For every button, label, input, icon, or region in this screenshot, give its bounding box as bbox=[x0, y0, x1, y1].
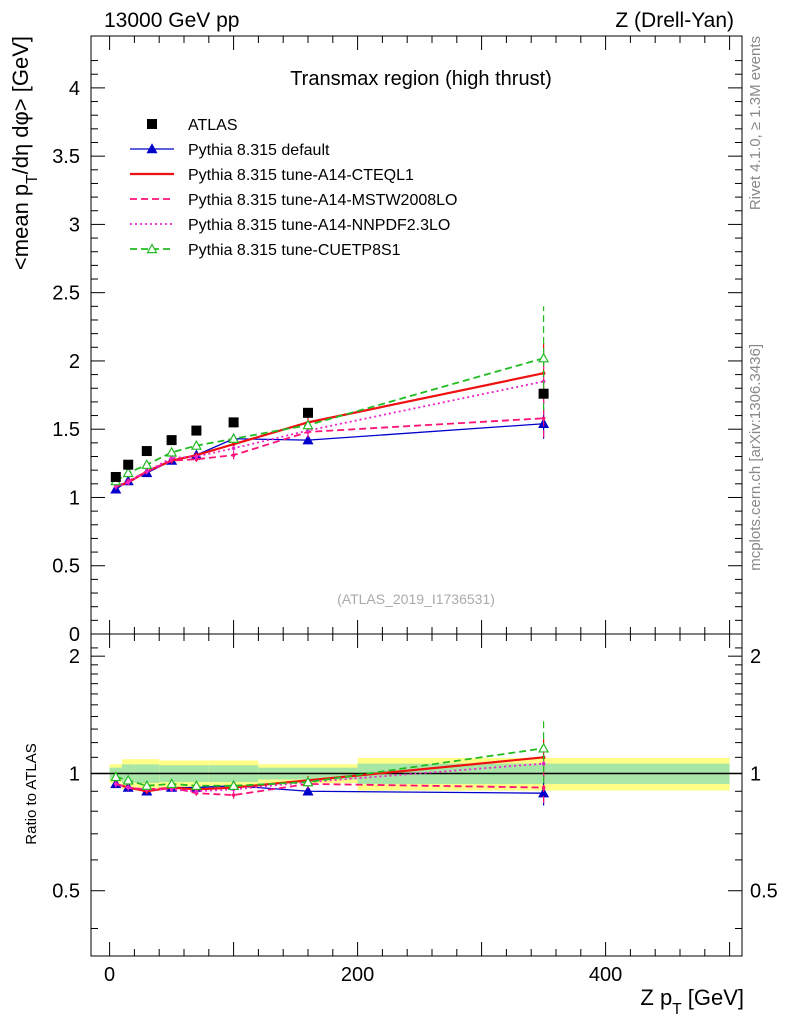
y-tick-label: 2.5 bbox=[52, 283, 80, 305]
ratio-point bbox=[541, 761, 546, 766]
process-label: Z (Drell-Yan) bbox=[615, 9, 734, 32]
legend-label: Pythia 8.315 default bbox=[188, 142, 330, 159]
y-tick-label: 1.5 bbox=[52, 419, 80, 441]
ratio-y-tick-label-left: 2 bbox=[69, 646, 80, 668]
series-marker bbox=[538, 742, 550, 753]
series-marker bbox=[302, 785, 314, 796]
series-line bbox=[115, 417, 544, 488]
y-tick-label: 0 bbox=[69, 624, 80, 646]
legend-label: Pythia 8.315 tune-A14-MSTW2008LO bbox=[188, 192, 457, 209]
series-line bbox=[115, 380, 544, 488]
atlas-data-point bbox=[191, 425, 202, 436]
series-point bbox=[145, 469, 149, 474]
ratio-point bbox=[231, 793, 236, 797]
atlas-data-point bbox=[123, 459, 134, 470]
ratio-point bbox=[114, 782, 118, 786]
atlas-data-point bbox=[166, 435, 177, 446]
y-tick-label: 2 bbox=[69, 351, 80, 373]
series-line bbox=[115, 357, 544, 482]
legend: ATLAS Pythia 8.315 default Pythia 8.315 tu… bbox=[130, 117, 457, 259]
atlas-data-point bbox=[303, 407, 313, 418]
ratio-y-tick-label-right: 2 bbox=[750, 646, 761, 668]
series-point bbox=[306, 428, 310, 433]
series-marker bbox=[190, 439, 202, 450]
series-point bbox=[231, 442, 236, 447]
ratio-y-tick-label-right: 0.5 bbox=[750, 881, 778, 903]
series-point bbox=[114, 484, 118, 489]
series-marker bbox=[122, 467, 134, 478]
series-marker bbox=[302, 434, 314, 445]
y-tick-label: 0.5 bbox=[52, 556, 80, 578]
ratio-y-tick-label-right: 1 bbox=[750, 763, 761, 785]
legend-label: ATLAS bbox=[188, 117, 238, 134]
series-marker bbox=[122, 774, 134, 785]
x-axis-title: Z pT [GeV] bbox=[640, 985, 744, 1018]
series-marker bbox=[302, 419, 314, 430]
rivet-label: Rivet 4.1.0, ≥ 1.3M events bbox=[747, 36, 764, 210]
ratio-y-tick-label-left: 0.5 bbox=[52, 881, 80, 903]
mcplots-label: mcplots.cern.ch [arXiv:1306.3436] bbox=[747, 344, 764, 571]
series-marker bbox=[141, 458, 153, 469]
ratio-point bbox=[169, 787, 174, 792]
x-tick-label: 0 bbox=[104, 964, 115, 986]
ratio-point bbox=[541, 785, 546, 790]
x-tick-label: 400 bbox=[589, 964, 622, 986]
ratio-point bbox=[126, 785, 130, 790]
series-marker bbox=[228, 433, 240, 443]
y-axis-title: <mean pT/dη dφ> [GeV] bbox=[8, 36, 41, 270]
energy-label: 13000 GeV pp bbox=[104, 9, 239, 32]
legend-label: Pythia 8.315 tune-A14-NNPDF2.3LO bbox=[188, 217, 450, 234]
legend-marker-atlas bbox=[147, 119, 157, 129]
series-marker bbox=[190, 780, 202, 790]
legend-label: Pythia 8.315 tune-A14-CTEQL1 bbox=[188, 167, 414, 184]
ratio-panel: 0 200 400 0.5 0.5 1 1 2 2 bbox=[52, 36, 778, 986]
y-tick-label: 1 bbox=[69, 487, 80, 509]
ratio-y-tick-label-left: 1 bbox=[69, 763, 80, 785]
series-point bbox=[169, 456, 174, 460]
series-point bbox=[231, 446, 236, 451]
series-point bbox=[541, 416, 546, 421]
plot-title: Transmax region (high thrust) bbox=[290, 68, 552, 90]
analysis-id: (ATLAS_2019_I1736531) bbox=[337, 591, 495, 607]
series-point bbox=[194, 454, 199, 459]
y-tick-label: 3.5 bbox=[52, 146, 80, 168]
atlas-data-point bbox=[538, 388, 549, 399]
legend-label: Pythia 8.315 tune-CUETP8S1 bbox=[188, 242, 401, 259]
series-marker bbox=[302, 776, 314, 787]
atlas-data-point bbox=[228, 417, 239, 428]
series-marker bbox=[141, 780, 153, 790]
ratio-point bbox=[194, 789, 199, 794]
series-point bbox=[126, 480, 130, 485]
series-point bbox=[231, 453, 236, 457]
atlas-data-point bbox=[141, 446, 152, 457]
series-marker bbox=[166, 446, 178, 457]
series-marker bbox=[166, 778, 178, 789]
series-line bbox=[115, 423, 544, 490]
series-marker bbox=[538, 352, 550, 363]
series-marker bbox=[146, 143, 158, 154]
atlas-data-point bbox=[110, 471, 121, 482]
ratio-frame bbox=[90, 633, 743, 957]
series-marker bbox=[228, 780, 240, 790]
ratio-axis-title: Ratio to ATLAS bbox=[23, 743, 40, 844]
main-panel: 0 0.5 1 1.5 2 2.5 3 3.5 4 bbox=[52, 35, 743, 956]
series-marker bbox=[146, 243, 158, 254]
y-tick-label: 3 bbox=[69, 214, 80, 236]
y-tick-label: 4 bbox=[69, 78, 80, 100]
series-marker bbox=[110, 771, 122, 782]
x-tick-label: 200 bbox=[341, 964, 374, 986]
